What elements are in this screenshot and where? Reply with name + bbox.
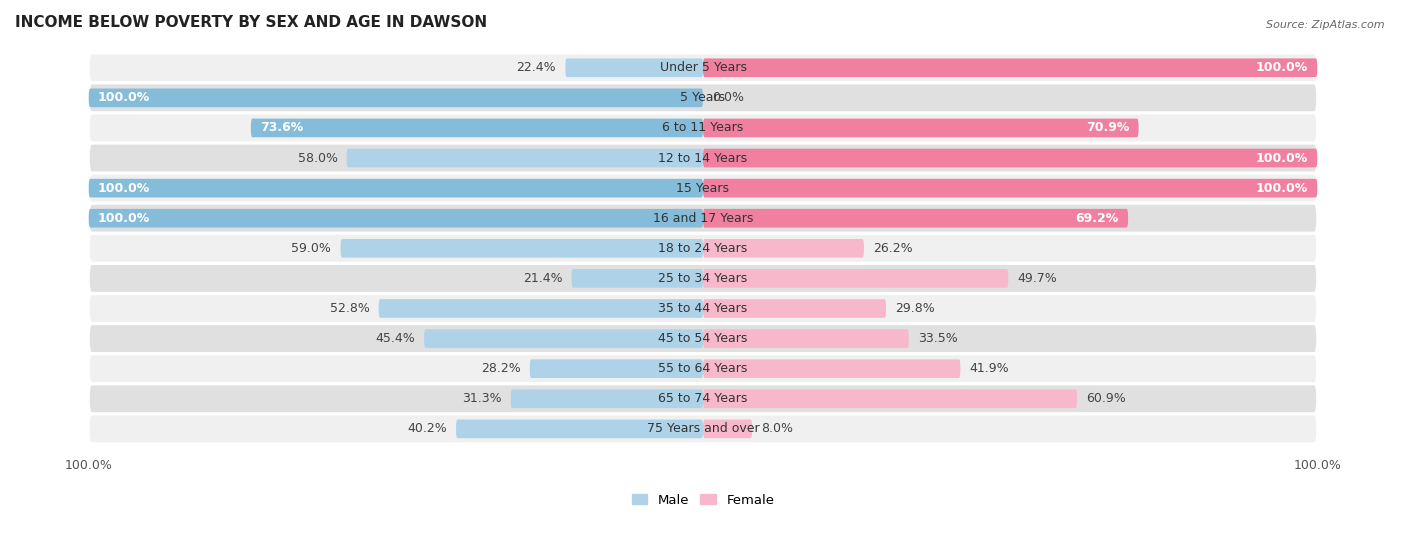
Text: 25 to 34 Years: 25 to 34 Years: [658, 272, 748, 285]
Text: 100.0%: 100.0%: [1256, 61, 1308, 74]
FancyBboxPatch shape: [425, 329, 703, 348]
FancyBboxPatch shape: [572, 269, 703, 288]
Text: 75 Years and over: 75 Years and over: [647, 422, 759, 435]
Text: 31.3%: 31.3%: [463, 392, 502, 405]
FancyBboxPatch shape: [703, 329, 908, 348]
FancyBboxPatch shape: [250, 119, 703, 137]
Text: 69.2%: 69.2%: [1076, 211, 1119, 225]
FancyBboxPatch shape: [703, 148, 1317, 167]
FancyBboxPatch shape: [89, 174, 1317, 203]
Text: 58.0%: 58.0%: [298, 152, 337, 165]
FancyBboxPatch shape: [703, 420, 752, 438]
Text: 28.2%: 28.2%: [481, 362, 520, 375]
FancyBboxPatch shape: [703, 389, 1077, 408]
Text: 100.0%: 100.0%: [98, 211, 150, 225]
FancyBboxPatch shape: [89, 415, 1317, 443]
FancyBboxPatch shape: [530, 359, 703, 378]
FancyBboxPatch shape: [89, 143, 1317, 172]
Text: 100.0%: 100.0%: [1256, 181, 1308, 195]
FancyBboxPatch shape: [89, 384, 1317, 413]
FancyBboxPatch shape: [347, 148, 703, 167]
Text: 33.5%: 33.5%: [918, 332, 957, 345]
Text: 60.9%: 60.9%: [1087, 392, 1126, 405]
Text: 70.9%: 70.9%: [1085, 122, 1129, 134]
Text: 29.8%: 29.8%: [896, 302, 935, 315]
Text: 6 to 11 Years: 6 to 11 Years: [662, 122, 744, 134]
Text: 45 to 54 Years: 45 to 54 Years: [658, 332, 748, 345]
FancyBboxPatch shape: [89, 264, 1317, 293]
FancyBboxPatch shape: [565, 59, 703, 77]
FancyBboxPatch shape: [703, 59, 1317, 77]
FancyBboxPatch shape: [703, 299, 886, 318]
FancyBboxPatch shape: [510, 389, 703, 408]
Text: 26.2%: 26.2%: [873, 242, 912, 255]
Text: 100.0%: 100.0%: [98, 92, 150, 104]
Text: 18 to 24 Years: 18 to 24 Years: [658, 242, 748, 255]
FancyBboxPatch shape: [89, 294, 1317, 323]
FancyBboxPatch shape: [703, 269, 1008, 288]
Text: 16 and 17 Years: 16 and 17 Years: [652, 211, 754, 225]
Text: 15 Years: 15 Years: [676, 181, 730, 195]
FancyBboxPatch shape: [378, 299, 703, 318]
FancyBboxPatch shape: [89, 204, 1317, 233]
FancyBboxPatch shape: [89, 354, 1317, 383]
Text: 100.0%: 100.0%: [1256, 152, 1308, 165]
FancyBboxPatch shape: [89, 324, 1317, 353]
Text: 49.7%: 49.7%: [1018, 272, 1057, 285]
FancyBboxPatch shape: [89, 209, 703, 228]
Text: 59.0%: 59.0%: [291, 242, 332, 255]
FancyBboxPatch shape: [89, 113, 1317, 142]
Text: 55 to 64 Years: 55 to 64 Years: [658, 362, 748, 375]
FancyBboxPatch shape: [703, 209, 1128, 228]
FancyBboxPatch shape: [89, 83, 1317, 112]
Text: 65 to 74 Years: 65 to 74 Years: [658, 392, 748, 405]
Text: 12 to 14 Years: 12 to 14 Years: [658, 152, 748, 165]
Text: 52.8%: 52.8%: [329, 302, 370, 315]
Text: 0.0%: 0.0%: [713, 92, 744, 104]
FancyBboxPatch shape: [703, 239, 863, 258]
FancyBboxPatch shape: [456, 420, 703, 438]
Text: 100.0%: 100.0%: [98, 181, 150, 195]
FancyBboxPatch shape: [703, 359, 960, 378]
Text: 5 Years: 5 Years: [681, 92, 725, 104]
FancyBboxPatch shape: [89, 234, 1317, 263]
FancyBboxPatch shape: [703, 119, 1139, 137]
Text: 45.4%: 45.4%: [375, 332, 415, 345]
FancyBboxPatch shape: [340, 239, 703, 258]
Text: 40.2%: 40.2%: [408, 422, 447, 435]
Text: 73.6%: 73.6%: [260, 122, 304, 134]
FancyBboxPatch shape: [703, 179, 1317, 198]
FancyBboxPatch shape: [89, 179, 703, 198]
Text: 8.0%: 8.0%: [762, 422, 793, 435]
Text: INCOME BELOW POVERTY BY SEX AND AGE IN DAWSON: INCOME BELOW POVERTY BY SEX AND AGE IN D…: [15, 15, 486, 30]
Text: 35 to 44 Years: 35 to 44 Years: [658, 302, 748, 315]
Text: Under 5 Years: Under 5 Years: [659, 61, 747, 74]
FancyBboxPatch shape: [89, 89, 703, 107]
Text: 21.4%: 21.4%: [523, 272, 562, 285]
Text: 41.9%: 41.9%: [970, 362, 1010, 375]
FancyBboxPatch shape: [89, 54, 1317, 82]
Text: 22.4%: 22.4%: [516, 61, 557, 74]
Text: Source: ZipAtlas.com: Source: ZipAtlas.com: [1267, 20, 1385, 30]
Legend: Male, Female: Male, Female: [626, 488, 780, 512]
